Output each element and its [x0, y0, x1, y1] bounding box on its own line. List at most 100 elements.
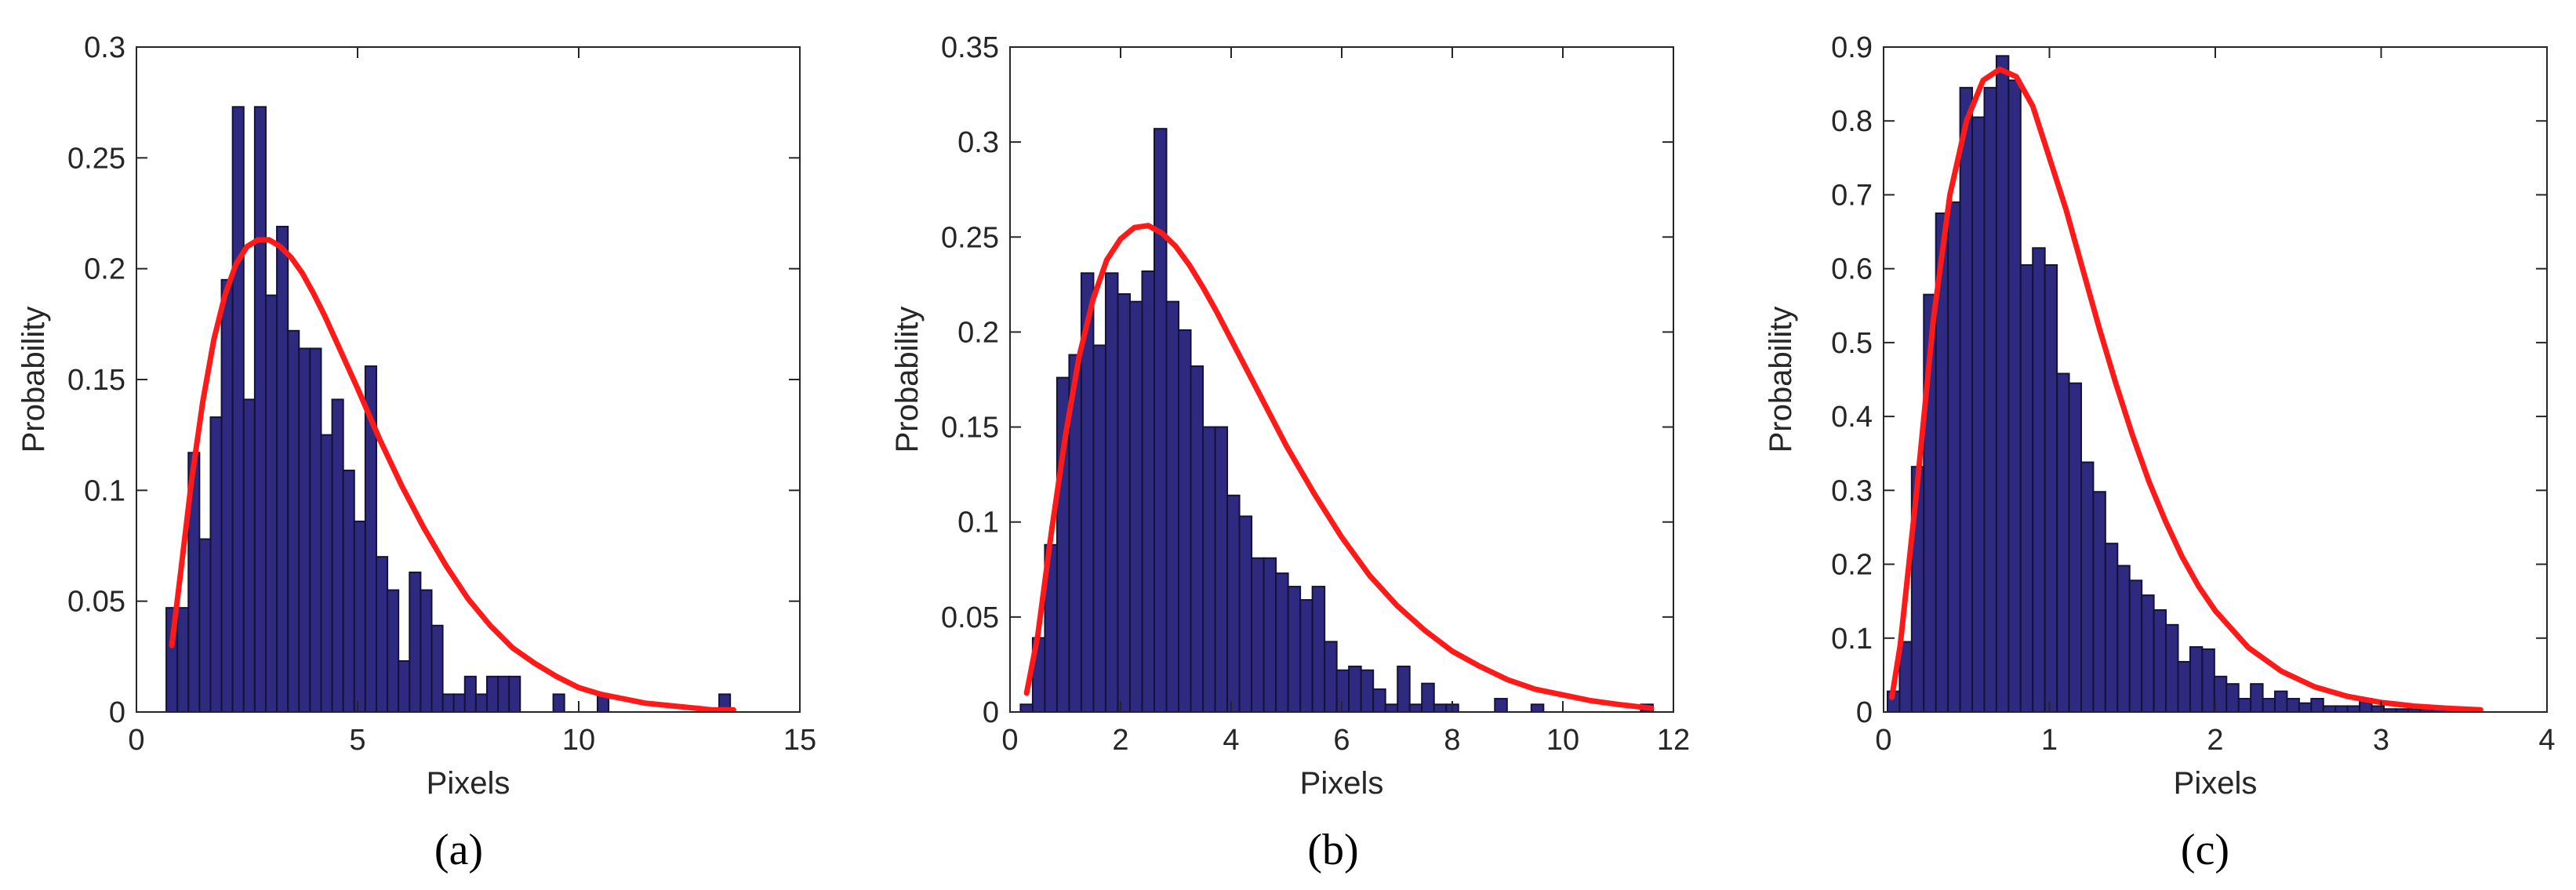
y-tick-label: 0.9 — [1831, 31, 1873, 64]
histogram-bar — [1433, 703, 1448, 714]
histogram-bar — [508, 675, 521, 713]
histogram-bar — [1117, 292, 1131, 713]
histogram-bar — [2286, 698, 2300, 713]
histogram-bar — [463, 675, 477, 713]
histogram-bar — [1397, 665, 1411, 714]
y-tick-label: 0.7 — [1831, 179, 1873, 212]
histogram-bar — [398, 659, 411, 714]
histogram-bar — [2310, 698, 2324, 713]
y-tick-label: 0.25 — [941, 221, 999, 254]
histogram-bar — [1165, 300, 1180, 714]
histogram-bar — [1238, 515, 1253, 714]
histogram-bar — [1384, 703, 1399, 714]
histogram-bar — [1324, 641, 1338, 714]
histogram-bar — [474, 693, 488, 713]
histogram-bar — [1372, 688, 1386, 714]
histogram-bar — [342, 469, 355, 713]
histogram-bar — [2056, 372, 2070, 713]
histogram-bar — [2334, 705, 2349, 713]
histogram-bar — [2237, 698, 2252, 713]
histogram-bar — [1408, 703, 1423, 714]
histogram-bar — [2068, 382, 2083, 713]
histogram-bar — [1995, 55, 2010, 714]
histogram-bar — [2165, 623, 2179, 713]
histogram-bar — [1104, 272, 1119, 713]
x-tick-label: 0 — [1001, 724, 1018, 757]
histogram-bar — [1287, 586, 1302, 713]
histogram-bar — [298, 347, 311, 713]
x-tick-label: 10 — [1546, 724, 1579, 757]
histogram-bar — [2250, 683, 2264, 713]
histogram-bar — [1263, 557, 1277, 714]
histogram-bar — [1128, 300, 1143, 714]
histogram-bar — [2128, 579, 2143, 713]
histogram-bar — [375, 556, 389, 714]
panel-caption: (a) — [434, 826, 483, 874]
histogram-bar — [2044, 263, 2058, 713]
histogram-bar — [1959, 86, 1974, 714]
histogram-bar — [2177, 660, 2191, 714]
y-tick-label: 0.8 — [1831, 105, 1873, 138]
histogram-bar — [1226, 494, 1241, 714]
histogram-bar — [2141, 594, 2155, 714]
histogram-bar — [287, 329, 300, 713]
histogram-panel-a: 0 5 10 15 0 0.05 0.1 0.15 0.2 0.25 0.3 Pixels Probab… — [16, 31, 816, 874]
histogram-bar — [320, 434, 333, 714]
y-tick-label: 0.25 — [67, 142, 125, 175]
histogram-bar — [309, 347, 322, 713]
x-tick-label: 4 — [2538, 724, 2555, 757]
histogram-bar — [2346, 705, 2361, 713]
x-tick-label: 0 — [128, 724, 144, 757]
y-tick-label: 0 — [109, 696, 125, 729]
histogram-bar — [2007, 79, 2022, 713]
x-axis-label: Pixels — [1300, 766, 1384, 801]
y-tick-label: 0.4 — [1831, 401, 1873, 434]
histogram-bar — [220, 278, 234, 713]
y-tick-label: 0.35 — [941, 31, 999, 64]
histogram-bar — [1154, 128, 1168, 713]
y-tick-label: 0.3 — [84, 31, 125, 64]
y-tick-label: 0 — [983, 696, 999, 729]
histogram-bar — [1019, 703, 1034, 714]
histogram-bar — [253, 106, 267, 713]
y-axis-label: Probability — [16, 307, 51, 453]
histogram-bar — [176, 607, 190, 713]
histogram-bar — [452, 693, 466, 713]
histogram-bar — [2201, 648, 2215, 714]
histogram-bar — [1335, 669, 1350, 713]
histogram-bar — [1971, 116, 1986, 713]
y-tick-label: 0.3 — [957, 126, 999, 159]
fit-curve — [169, 237, 736, 713]
y-tick-label: 0.6 — [1831, 253, 1873, 286]
y-tick-label: 0.2 — [957, 316, 999, 349]
histogram-bar — [1275, 572, 1289, 713]
histogram-bar — [2092, 491, 2106, 713]
panel-caption: (b) — [1307, 826, 1358, 874]
y-tick-label: 0.1 — [84, 474, 125, 507]
panel-caption: (c) — [2181, 826, 2229, 874]
histogram-bar — [1530, 703, 1545, 714]
histogram-bar — [1983, 86, 1997, 714]
histogram-bar — [2213, 675, 2228, 713]
x-tick-label: 3 — [2373, 724, 2389, 757]
histogram-bar — [2274, 690, 2288, 714]
histogram-bar — [2322, 705, 2337, 713]
histogram-bar — [441, 693, 455, 713]
x-axis-label: Pixels — [2174, 766, 2258, 801]
histogram-bar — [409, 571, 422, 713]
histogram-bar — [1092, 344, 1106, 713]
y-tick-label: 0.05 — [67, 586, 125, 619]
histogram-bar — [2371, 705, 2385, 713]
histogram-bar — [1251, 557, 1265, 714]
histogram-bar — [1348, 665, 1362, 714]
histogram-panel-c: 0 1 2 3 4 0 0.1 0.2 0.3 0.4 0.5 0.6 0.7 0.8 0.9 Pixels P… — [1764, 31, 2556, 874]
fit-curve — [1023, 223, 1655, 711]
histogram-bar — [2298, 702, 2313, 714]
histogram-bar — [387, 589, 400, 713]
x-tick-label: 1 — [2041, 724, 2058, 757]
histogram-bar — [2080, 461, 2095, 713]
histogram-bar — [231, 106, 245, 713]
histogram-bar — [242, 398, 256, 713]
y-tick-label: 0.3 — [1831, 474, 1873, 507]
y-tick-label: 0.2 — [1831, 549, 1873, 582]
